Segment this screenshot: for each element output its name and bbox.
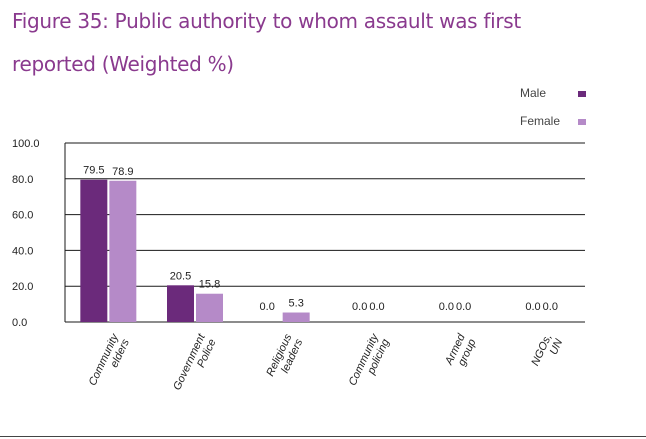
data-label-female: 15.8 xyxy=(199,279,220,291)
y-tick-label: 60.0 xyxy=(12,210,33,222)
legend-swatch-male xyxy=(578,90,586,97)
data-label-male: 0.0 xyxy=(525,301,540,313)
bottom-rule xyxy=(0,436,646,437)
bar-female xyxy=(282,312,310,322)
x-tick-label: NGOs,UN xyxy=(529,332,565,373)
chart-title-line1: Figure 35: Public authority to whom assa… xyxy=(12,9,521,33)
legend-label-female: Female xyxy=(520,114,561,128)
data-label-female: 5.3 xyxy=(289,298,304,310)
x-category-label: Communityelders xyxy=(87,331,133,393)
x-tick-label: Religiousleaders xyxy=(264,332,305,384)
bar-male xyxy=(80,179,108,322)
data-label-male: 20.5 xyxy=(170,270,191,282)
y-tick-label: 20.0 xyxy=(12,281,33,293)
data-label-female: 78.9 xyxy=(112,166,133,178)
data-label-male: 0.0 xyxy=(260,301,275,313)
x-category-label: Communitypolicing xyxy=(347,331,393,393)
x-tick-label: Communitypolicing xyxy=(347,331,393,393)
y-tick-label: 0.0 xyxy=(12,317,27,329)
x-category-label: GovernmentPolice xyxy=(171,331,219,397)
data-label-female: 0.0 xyxy=(369,301,384,313)
chart-title-line2: reported (Weighted %) xyxy=(12,52,234,76)
x-tick-label: GovernmentPolice xyxy=(171,331,219,397)
legend-swatch-female xyxy=(578,118,586,125)
bar-female xyxy=(196,293,223,322)
data-label-female: 0.0 xyxy=(456,301,471,313)
bar-male xyxy=(167,285,194,322)
x-category-label: Religiousleaders xyxy=(264,332,305,384)
data-label-female: 0.0 xyxy=(543,301,558,313)
x-category-label: Armedgroup xyxy=(443,331,479,372)
x-category-label: NGOs,UN xyxy=(529,332,565,373)
x-tick-label: Armedgroup xyxy=(443,331,479,372)
data-label-male: 0.0 xyxy=(439,301,454,313)
data-label-male: 79.5 xyxy=(83,165,104,177)
data-label-male: 0.0 xyxy=(352,301,367,313)
legend-label-male: Male xyxy=(520,86,547,100)
y-tick-label: 80.0 xyxy=(12,174,33,186)
x-tick-label: Communityelders xyxy=(87,331,133,393)
bar-female xyxy=(109,180,137,322)
legend-item-male: Male xyxy=(520,86,586,100)
y-tick-label: 40.0 xyxy=(12,245,33,257)
legend-item-female: Female xyxy=(520,114,586,128)
y-tick-label: 100.0 xyxy=(12,138,40,150)
